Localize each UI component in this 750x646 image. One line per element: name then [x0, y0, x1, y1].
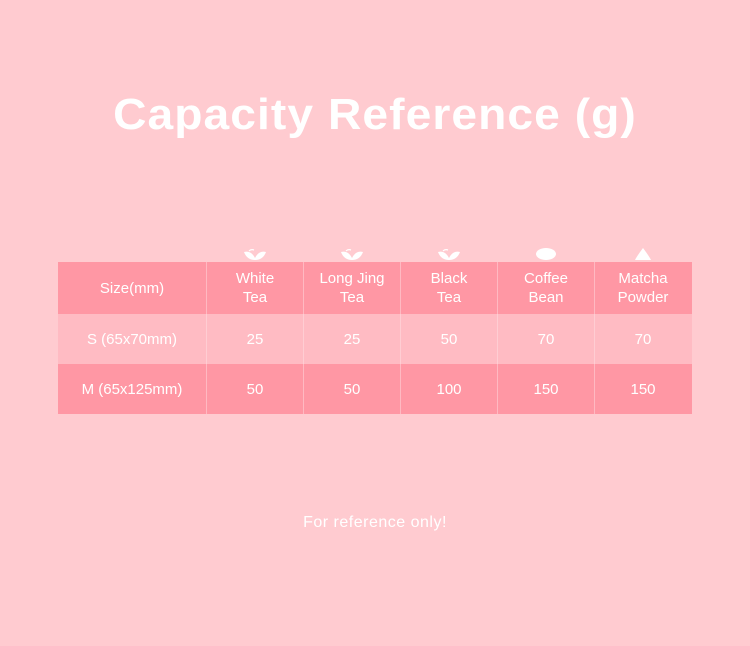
- value-cell: 100: [400, 364, 497, 414]
- white-tea-icon: [206, 246, 303, 262]
- footnote: For reference only!: [0, 514, 750, 532]
- col-header-black-tea: Black Tea: [400, 262, 497, 314]
- black-tea-icon: [400, 246, 497, 262]
- col-header-white-tea: White Tea: [206, 262, 303, 314]
- page-title: Capacity Reference (g): [0, 0, 750, 140]
- long-jing-tea-icon: [303, 246, 400, 262]
- value-cell: 25: [206, 314, 303, 364]
- table-header-row: Size(mm) White Tea Long Jing Tea Black T…: [58, 262, 692, 314]
- value-cell: 25: [303, 314, 400, 364]
- size-header: Size(mm): [58, 280, 206, 297]
- value-cell: 150: [594, 364, 691, 414]
- table-row: M (65x125mm) 50 50 100 150 150: [58, 364, 692, 414]
- value-cell: 70: [594, 314, 691, 364]
- matcha-powder-icon: [594, 246, 691, 262]
- col-header-matcha-powder: Matcha Powder: [594, 262, 691, 314]
- capacity-table: Size(mm) White Tea Long Jing Tea Black T…: [58, 232, 692, 414]
- value-cell: 150: [497, 364, 594, 414]
- value-cell: 50: [206, 364, 303, 414]
- size-cell: M (65x125mm): [58, 381, 206, 398]
- value-cell: 50: [303, 364, 400, 414]
- col-header-long-jing-tea: Long Jing Tea: [303, 262, 400, 314]
- coffee-bean-icon: [497, 246, 594, 262]
- col-header-coffee-bean: Coffee Bean: [497, 262, 594, 314]
- icon-row: [58, 232, 692, 262]
- table-row: S (65x70mm) 25 25 50 70 70: [58, 314, 692, 364]
- value-cell: 50: [400, 314, 497, 364]
- value-cell: 70: [497, 314, 594, 364]
- size-cell: S (65x70mm): [58, 331, 206, 348]
